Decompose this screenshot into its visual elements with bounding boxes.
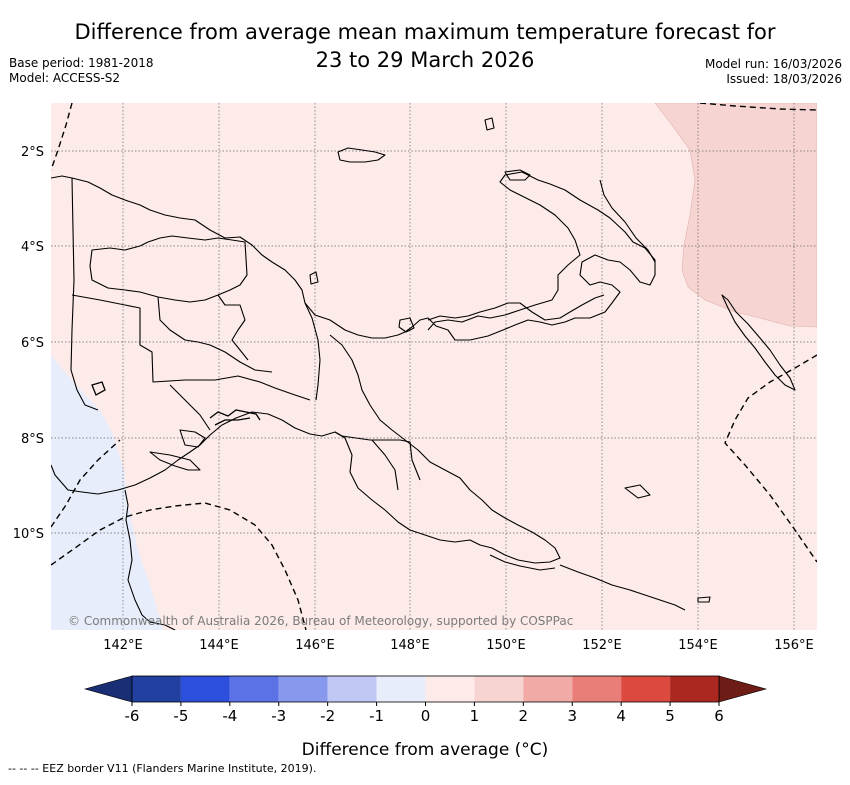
lat-label: 4°S (21, 240, 44, 255)
lon-label: 146°E (295, 638, 335, 653)
eez-borders (51, 103, 817, 630)
lon-label: 152°E (582, 638, 622, 653)
meta-right: Model run: 16/03/2026 Issued: 18/03/2026 (705, 57, 842, 87)
title-line-1: Difference from average mean maximum tem… (74, 20, 776, 44)
colorbar-tick-label: 4 (616, 707, 626, 725)
model-run-text: Model run: 16/03/2026 (704, 57, 842, 71)
colorbar-swatch (474, 676, 524, 702)
colorbar-tick-label: -4 (222, 707, 237, 725)
colorbar-tick-label: 2 (519, 707, 529, 725)
meta-left: Base period: 1981-2018 Model: ACCESS-S2 (9, 56, 154, 86)
colorbar-swatch (523, 676, 573, 702)
colorbar-swatch (327, 676, 377, 702)
colorbar-swatch (572, 676, 622, 702)
new-guinea-coast (51, 171, 656, 341)
colorbar-high-extend (718, 675, 768, 703)
colorbar-low-extend (83, 675, 133, 703)
lon-label: 154°E (678, 638, 718, 653)
map-title: Difference from average mean maximum tem… (0, 18, 850, 74)
map-panel: © Commonwealth of Australia 2026, Bureau… (51, 103, 817, 630)
colorbar-tick-label: -3 (271, 707, 286, 725)
colorbar-tick-label: 1 (470, 707, 480, 725)
bougainville (721, 294, 796, 391)
colorbar-swatch (229, 676, 279, 702)
colorbar-swatch (425, 676, 475, 702)
colorbar-swatch (670, 676, 719, 702)
west-coast (70, 177, 99, 411)
lat-label: 2°S (21, 145, 44, 160)
colorbar-tick-label: -6 (125, 707, 140, 725)
model-text: Model: ACCESS-S2 (9, 71, 121, 85)
lat-labels: 2°S 4°S 6°S 8°S 10°S (13, 145, 44, 542)
colorbar-swatch (132, 676, 181, 702)
lon-label: 150°E (486, 638, 526, 653)
title-line-2: 23 to 29 March 2026 (315, 48, 535, 72)
issued-text: Issued: 18/03/2026 (726, 72, 842, 86)
colorbar-swatch (621, 676, 671, 702)
lon-labels: 142°E 144°E 146°E 148°E 150°E 152°E 154°… (103, 638, 814, 653)
colorbar-tick-label: 0 (421, 707, 431, 725)
coastlines (51, 117, 796, 630)
anomaly-fill-1-2 (654, 103, 817, 328)
colorbar-tick-label: -5 (173, 707, 188, 725)
lon-label: 144°E (199, 638, 239, 653)
lon-label: 156°E (774, 638, 814, 653)
colorbar-tick-label: 6 (714, 707, 724, 725)
lat-label: 10°S (13, 527, 44, 542)
province-borders (89, 235, 248, 303)
cape-york-coast (124, 489, 176, 630)
colorbar: -6 -5 -4 -3 -2 -1 0 1 2 3 4 5 6 (83, 675, 768, 725)
colorbar-label: Difference from average (°C) (301, 740, 549, 760)
new-ireland (599, 179, 656, 263)
colorbar-tick-label: 3 (567, 707, 577, 725)
colorbar-swatch (180, 676, 230, 702)
lat-label: 8°S (21, 432, 44, 447)
lat-label: 6°S (21, 336, 44, 351)
delta-islands (91, 381, 261, 426)
manus-island (337, 147, 386, 163)
copyright-notice: © Commonwealth of Australia 2026, Bureau… (68, 614, 573, 628)
eez-footnote: -- -- -- EEZ border V11 (Flanders Marine… (8, 762, 317, 775)
colorbar-tick-label: -1 (369, 707, 384, 725)
colorbar-tick-label: 5 (665, 707, 675, 725)
colorbar-tick-label: -2 (320, 707, 335, 725)
graticule (51, 103, 817, 630)
lon-label: 148°E (390, 638, 430, 653)
anomaly-fill-0-1 (51, 103, 817, 630)
south-coast (51, 334, 561, 564)
base-period-text: Base period: 1981-2018 (9, 56, 154, 70)
colorbar-swatch (376, 676, 426, 702)
colorbar-swatch (278, 676, 328, 702)
lon-label: 142°E (103, 638, 143, 653)
new-britain (427, 294, 605, 321)
